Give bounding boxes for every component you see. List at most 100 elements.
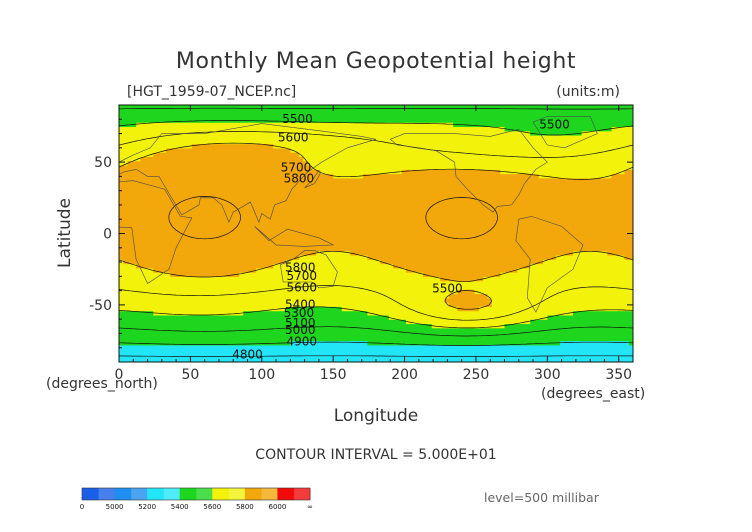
band-cell: [166, 314, 171, 320]
band-cell: [140, 302, 146, 307]
band-cell: [350, 319, 356, 325]
band-cell: [414, 194, 420, 200]
band-cell: [316, 306, 321, 312]
band-cell: [388, 340, 394, 346]
band-cell: [316, 207, 321, 213]
band-cell: [217, 254, 223, 260]
band-cell: [521, 319, 527, 325]
band-cell: [530, 212, 536, 217]
band-cell: [483, 190, 488, 196]
band-cell: [483, 314, 488, 320]
band-cell: [414, 199, 420, 205]
band-cell: [281, 263, 287, 269]
band-cell: [504, 267, 510, 273]
band-cell: [611, 276, 617, 282]
band-cell: [217, 306, 223, 312]
band-cell: [405, 327, 411, 333]
band-cell: [226, 233, 231, 239]
band-cell: [358, 229, 364, 235]
band-cell: [508, 310, 514, 316]
band-cell: [136, 186, 142, 192]
band-cell: [226, 237, 231, 243]
band-cell: [337, 297, 343, 303]
band-cell: [568, 289, 574, 295]
band-cell: [208, 332, 214, 337]
band-cell: [166, 327, 171, 333]
band-cell: [354, 332, 360, 337]
band-cell: [538, 237, 544, 243]
band-cell: [465, 267, 471, 273]
band-cell: [543, 357, 548, 362]
band-cell: [577, 229, 583, 235]
band-cell: [161, 319, 167, 325]
band-cell: [453, 289, 458, 295]
band-cell: [504, 297, 510, 303]
band-cell: [230, 284, 236, 290]
band-cell: [371, 224, 377, 230]
band-cell: [226, 250, 231, 256]
band-cell: [127, 276, 133, 282]
band-cell: [148, 302, 154, 307]
band-cell: [346, 267, 351, 273]
band-cell: [174, 276, 180, 282]
band-cell: [380, 332, 386, 337]
band-cell: [204, 182, 210, 187]
band-cell: [333, 314, 339, 320]
band-cell: [457, 216, 463, 222]
band-cell: [491, 212, 497, 217]
band-cell: [551, 297, 557, 303]
band-cell: [350, 357, 356, 362]
band-cell: [555, 344, 561, 350]
band-cell: [234, 293, 240, 299]
band-cell: [517, 242, 523, 247]
band-cell: [427, 246, 433, 252]
band-cell: [598, 212, 604, 217]
band-cell: [260, 242, 266, 247]
band-cell: [217, 336, 223, 342]
band-cell: [538, 203, 544, 209]
band-cell: [487, 344, 493, 350]
band-cell: [577, 212, 583, 217]
band-cell: [226, 203, 231, 209]
band-cell: [380, 306, 386, 312]
band-cell: [148, 357, 154, 362]
band-cell: [410, 323, 416, 329]
band-cell: [611, 216, 617, 222]
band-cell: [307, 233, 313, 239]
band-cell: [418, 306, 424, 312]
band-cell: [585, 289, 591, 295]
band-cell: [140, 340, 146, 346]
band-cell: [136, 246, 142, 252]
band-cell: [521, 216, 527, 222]
band-cell: [333, 349, 339, 355]
band-cell: [401, 272, 407, 277]
band-cell: [568, 306, 574, 312]
band-cell: [538, 310, 544, 316]
band-cell: [247, 314, 253, 320]
band-cell: [268, 199, 274, 205]
band-cell: [384, 289, 390, 295]
band-cell: [354, 203, 360, 209]
band-cell: [611, 267, 617, 273]
band-cell: [358, 199, 364, 205]
band-cell: [217, 310, 223, 316]
band-cell: [465, 302, 471, 307]
band-cell: [513, 284, 518, 290]
band-cell: [303, 284, 309, 290]
band-cell: [341, 250, 347, 256]
band-cell: [230, 344, 236, 350]
band-cell: [573, 319, 578, 325]
band-cell: [213, 319, 219, 325]
band-cell: [598, 250, 604, 256]
band-cell: [234, 323, 240, 329]
band-cell: [350, 327, 356, 333]
band-cell: [581, 314, 587, 320]
band-cell: [427, 357, 433, 362]
band-cell: [427, 216, 433, 222]
band-cell: [247, 276, 253, 282]
band-cell: [217, 220, 223, 226]
band-cell: [585, 327, 591, 333]
band-cell: [191, 190, 197, 196]
band-cell: [320, 289, 326, 295]
band-cell: [457, 199, 463, 205]
